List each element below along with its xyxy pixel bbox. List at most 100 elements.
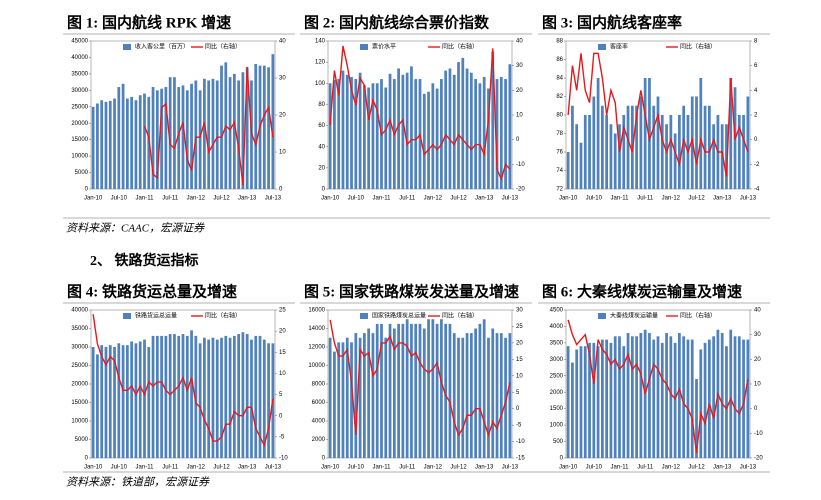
bar [237, 334, 240, 458]
y2-tick-label: 10 [516, 373, 523, 379]
bar [104, 347, 108, 458]
y-tick-label: 3000 [550, 357, 564, 363]
bar [431, 83, 435, 189]
bar [155, 90, 159, 189]
bar [626, 105, 630, 189]
y-tick-label: 40000 [71, 55, 88, 61]
bar [207, 339, 211, 458]
bar [678, 115, 681, 189]
x-tick-label: Jul-12 [213, 465, 230, 471]
x-tick-label: Jul-13 [502, 196, 519, 202]
bar [392, 328, 396, 458]
y-tick-label: 4500 [550, 308, 564, 314]
y2-tick-label: 40 [754, 308, 761, 314]
x-tick-label: Jan-10 [321, 196, 340, 202]
bar [742, 115, 745, 189]
legend-label: 同比（右轴） [442, 43, 478, 51]
y-tick-label: 84 [556, 76, 563, 82]
bar [367, 87, 371, 189]
y2-tick-label: 5 [279, 392, 283, 398]
y-tick-label: 25000 [71, 363, 88, 369]
bar [571, 362, 574, 458]
legend-label: 收入客公里（百万） [135, 43, 189, 51]
bar [384, 87, 388, 189]
bar [707, 105, 711, 189]
bar [699, 78, 703, 189]
y-tick-label: 0 [85, 456, 89, 462]
x-tick-label: Jan-10 [84, 465, 103, 471]
bar [358, 337, 362, 458]
chart-title: 图 4: 铁路货运总量及增速 [67, 282, 237, 300]
bar [440, 319, 443, 458]
bar [605, 339, 609, 458]
bar [601, 105, 604, 189]
bar [164, 87, 168, 189]
bar [656, 96, 660, 189]
bar [151, 335, 155, 458]
line [329, 45, 511, 182]
legend-swatch [123, 313, 131, 319]
y-tick-label: 500 [553, 439, 564, 445]
x-tick-label: Jul-13 [265, 465, 282, 471]
bar [652, 105, 656, 189]
y-tick-label: 4000 [550, 324, 564, 330]
bar [224, 335, 228, 458]
bar [401, 323, 405, 458]
y2-tick-label: 40 [279, 39, 286, 45]
y-tick-label: 88 [556, 39, 563, 45]
y2-tick-label: 20 [754, 357, 761, 363]
x-tick-label: Jul-10 [586, 196, 603, 202]
bar [207, 80, 211, 189]
bar [695, 379, 698, 458]
bar [262, 339, 266, 458]
x-tick-label: Jan-11 [611, 465, 630, 471]
x-tick-label: Jan-13 [713, 465, 732, 471]
y-tick-label: 25000 [71, 104, 88, 110]
y-tick-label: 82 [556, 94, 563, 100]
y-tick-label: 2000 [312, 437, 326, 443]
bar [656, 336, 660, 458]
y-tick-label: 16000 [308, 308, 325, 314]
bar [151, 87, 155, 189]
source: 资料来源：铁道部，宏源证券 [66, 476, 210, 489]
legend-swatch [123, 44, 131, 50]
chart-title: 图 1: 国内航线 RPK 增速 [67, 13, 231, 31]
x-tick-label: Jul-12 [450, 196, 467, 202]
bar [341, 342, 345, 458]
bar [682, 105, 686, 189]
y2-tick-label: -5 [516, 423, 522, 429]
bar [733, 336, 737, 458]
y2-tick-label: 0 [754, 406, 758, 412]
bar [245, 334, 249, 458]
x-tick-label: Jul-11 [399, 465, 416, 471]
bar [104, 101, 108, 189]
bar [190, 83, 193, 189]
bar [138, 95, 142, 189]
y2-tick-label: -2 [754, 162, 760, 168]
x-tick-label: Jul-11 [162, 465, 179, 471]
y2-tick-label: 0 [516, 406, 520, 412]
bar [211, 337, 215, 458]
bar [712, 336, 715, 458]
y2-tick-label: 10 [279, 371, 286, 377]
bar [575, 124, 579, 189]
bar [575, 349, 579, 458]
bar [410, 66, 413, 189]
y-tick-label: 12000 [308, 345, 325, 351]
bar [487, 337, 490, 458]
bar [91, 347, 95, 458]
bar [457, 337, 460, 458]
y-tick-label: 0 [322, 456, 326, 462]
bar [173, 77, 176, 189]
legend-swatch [360, 313, 368, 319]
y-tick-label: 30000 [71, 88, 88, 94]
chart-title: 图 6: 大秦线煤炭运输量及增速 [542, 282, 742, 300]
bar [482, 319, 486, 458]
legend-label: 同比（右轴） [205, 43, 241, 51]
y2-tick-label: 10 [279, 150, 286, 156]
y2-tick-label: -15 [516, 456, 525, 462]
y-tick-label: 40 [318, 144, 325, 150]
y-tick-label: 0 [322, 187, 326, 193]
bar [422, 328, 426, 458]
bar [418, 323, 422, 458]
